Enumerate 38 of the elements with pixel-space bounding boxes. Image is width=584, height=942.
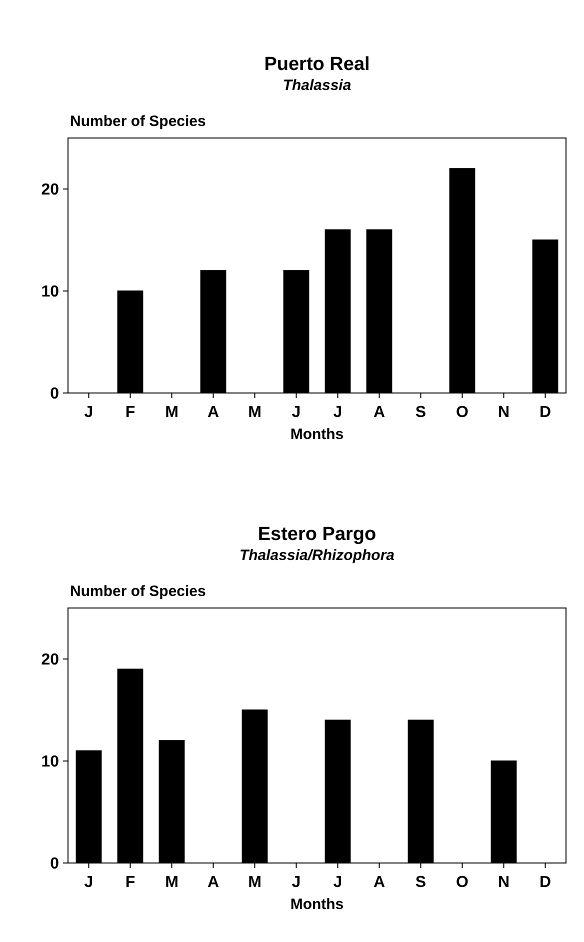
x-tick-label: J — [292, 874, 301, 891]
x-tick-label: D — [539, 404, 552, 421]
x-tick-label: N — [498, 874, 510, 891]
x-tick-label: M — [248, 404, 262, 421]
x-tick-label: J — [84, 404, 94, 421]
chart-subtitle: Thalassia — [282, 77, 352, 94]
y-axis-title: Number of Species — [70, 583, 206, 600]
x-tick-label: J — [292, 404, 301, 421]
chart-title: Puerto Real — [264, 54, 370, 75]
y-tick-label: 0 — [50, 386, 60, 403]
x-tick-label: S — [415, 404, 426, 421]
y-axis-title: Number of Species — [70, 113, 206, 130]
x-tick-label: M — [248, 874, 262, 891]
y-tick-label: 10 — [41, 284, 60, 301]
x-tick-label: O — [456, 404, 468, 421]
chart-title: Estero Pargo — [258, 524, 376, 545]
y-tick-label: 0 — [50, 856, 60, 873]
y-tick-label: 10 — [41, 754, 60, 771]
x-tick-label: F — [125, 874, 136, 891]
chart-subtitle: Thalassia/Rhizophora — [239, 547, 395, 564]
x-axis-title: Months — [290, 896, 344, 913]
x-tick-label: N — [498, 404, 510, 421]
y-tick-label: 20 — [41, 652, 60, 669]
x-tick-label: A — [373, 874, 386, 891]
x-tick-label: O — [456, 874, 468, 891]
x-tick-label: M — [165, 404, 178, 421]
x-tick-label: A — [373, 404, 386, 421]
x-tick-label: J — [333, 404, 342, 421]
x-tick-label: J — [84, 874, 94, 891]
x-tick-label: M — [165, 874, 178, 891]
x-tick-label: A — [207, 404, 220, 421]
x-axis-title: Months — [290, 426, 344, 443]
x-tick-label: S — [415, 874, 426, 891]
y-tick-label: 20 — [41, 182, 60, 199]
x-tick-label: D — [539, 874, 552, 891]
x-tick-label: F — [125, 404, 136, 421]
x-tick-label: A — [207, 874, 220, 891]
x-tick-label: J — [333, 874, 342, 891]
